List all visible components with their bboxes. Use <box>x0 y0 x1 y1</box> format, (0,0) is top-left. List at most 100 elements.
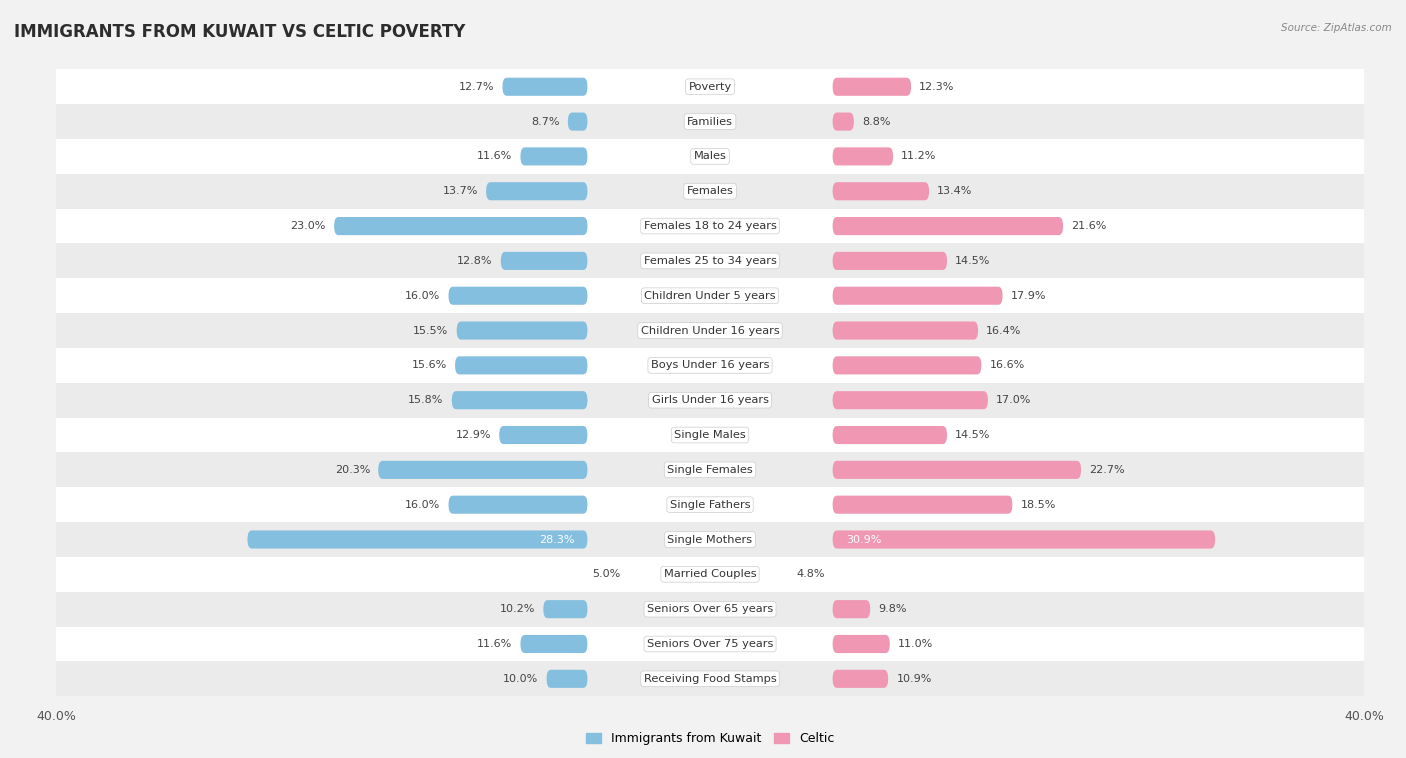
FancyBboxPatch shape <box>832 356 981 374</box>
Text: 16.0%: 16.0% <box>405 291 440 301</box>
Text: Poverty: Poverty <box>689 82 731 92</box>
Text: 21.6%: 21.6% <box>1071 221 1107 231</box>
FancyBboxPatch shape <box>832 635 890 653</box>
FancyBboxPatch shape <box>832 321 979 340</box>
FancyBboxPatch shape <box>457 321 588 340</box>
FancyBboxPatch shape <box>832 252 948 270</box>
FancyBboxPatch shape <box>832 217 1063 235</box>
Text: Married Couples: Married Couples <box>664 569 756 579</box>
FancyBboxPatch shape <box>56 487 1364 522</box>
Text: 11.6%: 11.6% <box>477 639 512 649</box>
FancyBboxPatch shape <box>56 662 1364 697</box>
FancyBboxPatch shape <box>832 391 988 409</box>
FancyBboxPatch shape <box>832 147 893 165</box>
Text: 16.0%: 16.0% <box>405 500 440 509</box>
Text: Single Males: Single Males <box>673 430 747 440</box>
FancyBboxPatch shape <box>568 112 588 130</box>
Text: 18.5%: 18.5% <box>1021 500 1056 509</box>
FancyBboxPatch shape <box>832 426 948 444</box>
Text: 11.2%: 11.2% <box>901 152 936 161</box>
Text: Seniors Over 75 years: Seniors Over 75 years <box>647 639 773 649</box>
Text: Single Females: Single Females <box>668 465 752 475</box>
Text: Children Under 16 years: Children Under 16 years <box>641 325 779 336</box>
FancyBboxPatch shape <box>56 348 1364 383</box>
FancyBboxPatch shape <box>247 531 588 549</box>
FancyBboxPatch shape <box>520 635 588 653</box>
Text: 15.6%: 15.6% <box>412 360 447 371</box>
Text: Single Mothers: Single Mothers <box>668 534 752 544</box>
Text: Females 25 to 34 years: Females 25 to 34 years <box>644 256 776 266</box>
FancyBboxPatch shape <box>56 69 1364 104</box>
Text: 5.0%: 5.0% <box>592 569 620 579</box>
Text: 16.4%: 16.4% <box>986 325 1022 336</box>
FancyBboxPatch shape <box>520 147 588 165</box>
Text: Children Under 5 years: Children Under 5 years <box>644 291 776 301</box>
FancyBboxPatch shape <box>547 670 588 688</box>
FancyBboxPatch shape <box>56 418 1364 453</box>
FancyBboxPatch shape <box>832 531 1215 549</box>
Text: 15.5%: 15.5% <box>413 325 449 336</box>
FancyBboxPatch shape <box>456 356 588 374</box>
Text: 8.7%: 8.7% <box>531 117 560 127</box>
FancyBboxPatch shape <box>56 557 1364 592</box>
FancyBboxPatch shape <box>543 600 588 619</box>
Text: Males: Males <box>693 152 727 161</box>
Text: 9.8%: 9.8% <box>879 604 907 614</box>
Text: 23.0%: 23.0% <box>291 221 326 231</box>
Text: IMMIGRANTS FROM KUWAIT VS CELTIC POVERTY: IMMIGRANTS FROM KUWAIT VS CELTIC POVERTY <box>14 23 465 41</box>
Text: 11.0%: 11.0% <box>898 639 934 649</box>
FancyBboxPatch shape <box>56 627 1364 662</box>
Text: 14.5%: 14.5% <box>955 256 991 266</box>
FancyBboxPatch shape <box>56 453 1364 487</box>
Text: Single Fathers: Single Fathers <box>669 500 751 509</box>
FancyBboxPatch shape <box>56 243 1364 278</box>
Text: 10.9%: 10.9% <box>897 674 932 684</box>
Text: Seniors Over 65 years: Seniors Over 65 years <box>647 604 773 614</box>
FancyBboxPatch shape <box>56 278 1364 313</box>
FancyBboxPatch shape <box>56 313 1364 348</box>
Text: 16.6%: 16.6% <box>990 360 1025 371</box>
Text: Boys Under 16 years: Boys Under 16 years <box>651 360 769 371</box>
FancyBboxPatch shape <box>335 217 588 235</box>
Text: 20.3%: 20.3% <box>335 465 370 475</box>
Text: 14.5%: 14.5% <box>955 430 991 440</box>
Text: 30.9%: 30.9% <box>845 534 882 544</box>
Text: 12.8%: 12.8% <box>457 256 492 266</box>
FancyBboxPatch shape <box>449 496 588 514</box>
FancyBboxPatch shape <box>449 287 588 305</box>
FancyBboxPatch shape <box>56 522 1364 557</box>
FancyBboxPatch shape <box>502 78 588 96</box>
Text: Girls Under 16 years: Girls Under 16 years <box>651 395 769 406</box>
Text: Females: Females <box>686 186 734 196</box>
FancyBboxPatch shape <box>56 383 1364 418</box>
Text: Receiving Food Stamps: Receiving Food Stamps <box>644 674 776 684</box>
Legend: Immigrants from Kuwait, Celtic: Immigrants from Kuwait, Celtic <box>581 727 839 750</box>
Text: 12.3%: 12.3% <box>920 82 955 92</box>
FancyBboxPatch shape <box>832 182 929 200</box>
FancyBboxPatch shape <box>56 592 1364 627</box>
FancyBboxPatch shape <box>451 391 588 409</box>
FancyBboxPatch shape <box>832 670 889 688</box>
Text: 22.7%: 22.7% <box>1090 465 1125 475</box>
FancyBboxPatch shape <box>499 426 588 444</box>
FancyBboxPatch shape <box>832 78 911 96</box>
FancyBboxPatch shape <box>56 174 1364 208</box>
Text: Families: Families <box>688 117 733 127</box>
FancyBboxPatch shape <box>378 461 588 479</box>
FancyBboxPatch shape <box>56 139 1364 174</box>
FancyBboxPatch shape <box>832 600 870 619</box>
FancyBboxPatch shape <box>56 208 1364 243</box>
FancyBboxPatch shape <box>832 112 853 130</box>
Text: Source: ZipAtlas.com: Source: ZipAtlas.com <box>1281 23 1392 33</box>
FancyBboxPatch shape <box>832 287 1002 305</box>
Text: 12.7%: 12.7% <box>458 82 495 92</box>
FancyBboxPatch shape <box>501 252 588 270</box>
FancyBboxPatch shape <box>486 182 588 200</box>
Text: 13.7%: 13.7% <box>443 186 478 196</box>
Text: 17.9%: 17.9% <box>1011 291 1046 301</box>
Text: 15.8%: 15.8% <box>408 395 444 406</box>
Text: 17.0%: 17.0% <box>995 395 1032 406</box>
FancyBboxPatch shape <box>832 496 1012 514</box>
Text: 28.3%: 28.3% <box>538 534 575 544</box>
FancyBboxPatch shape <box>832 461 1081 479</box>
